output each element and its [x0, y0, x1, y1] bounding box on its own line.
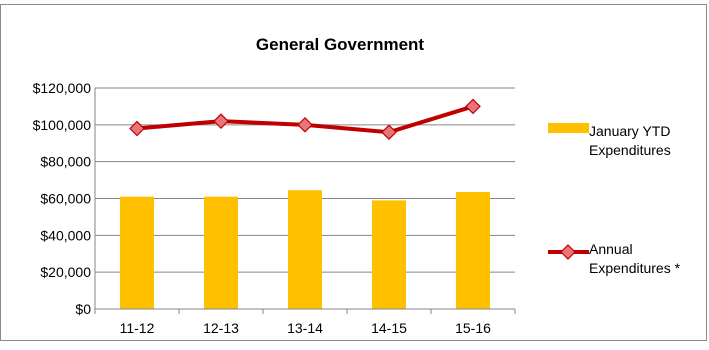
axes: $0 $20,000 $40,000 $60,000 $80,000 $100,000 $1…	[33, 80, 516, 336]
y-tick-label: $40,000	[40, 227, 91, 243]
bar	[288, 190, 322, 309]
line-marker	[465, 98, 481, 115]
legend-swatch-marker	[560, 244, 576, 260]
y-tick-label: $80,000	[40, 154, 91, 170]
bar	[120, 196, 154, 309]
chart-title: General Government	[256, 35, 425, 54]
line-series	[129, 98, 481, 141]
legend-label: Expenditures *	[589, 260, 681, 276]
y-tick-label: $120,000	[33, 80, 92, 96]
legend-label: January YTD	[589, 123, 670, 139]
bar	[456, 192, 490, 309]
x-tick-label: 14-15	[371, 320, 407, 336]
x-tick-label: 11-12	[120, 320, 155, 336]
legend-label: Annual	[589, 241, 633, 257]
line-marker	[129, 120, 145, 137]
y-tick-label: $0	[75, 301, 91, 317]
x-tick-label: 15-16	[455, 320, 491, 336]
chart-border	[0, 4, 707, 341]
x-tick-label: 13-14	[287, 320, 323, 336]
y-tick-label: $20,000	[40, 264, 91, 280]
legend-swatch-bar	[548, 123, 589, 133]
x-tick-label: 12-13	[203, 320, 239, 336]
y-tick-label: $100,000	[33, 117, 92, 133]
line-marker	[213, 113, 229, 129]
y-tick-label: $60,000	[40, 191, 91, 207]
legend-label: Expenditures	[589, 142, 671, 158]
bar-series	[120, 190, 490, 309]
bar	[372, 200, 406, 309]
line-marker	[297, 116, 313, 133]
legend: January YTD Expenditures Annual Expenditure…	[548, 123, 681, 276]
bar	[204, 196, 238, 309]
line-marker	[381, 124, 397, 141]
